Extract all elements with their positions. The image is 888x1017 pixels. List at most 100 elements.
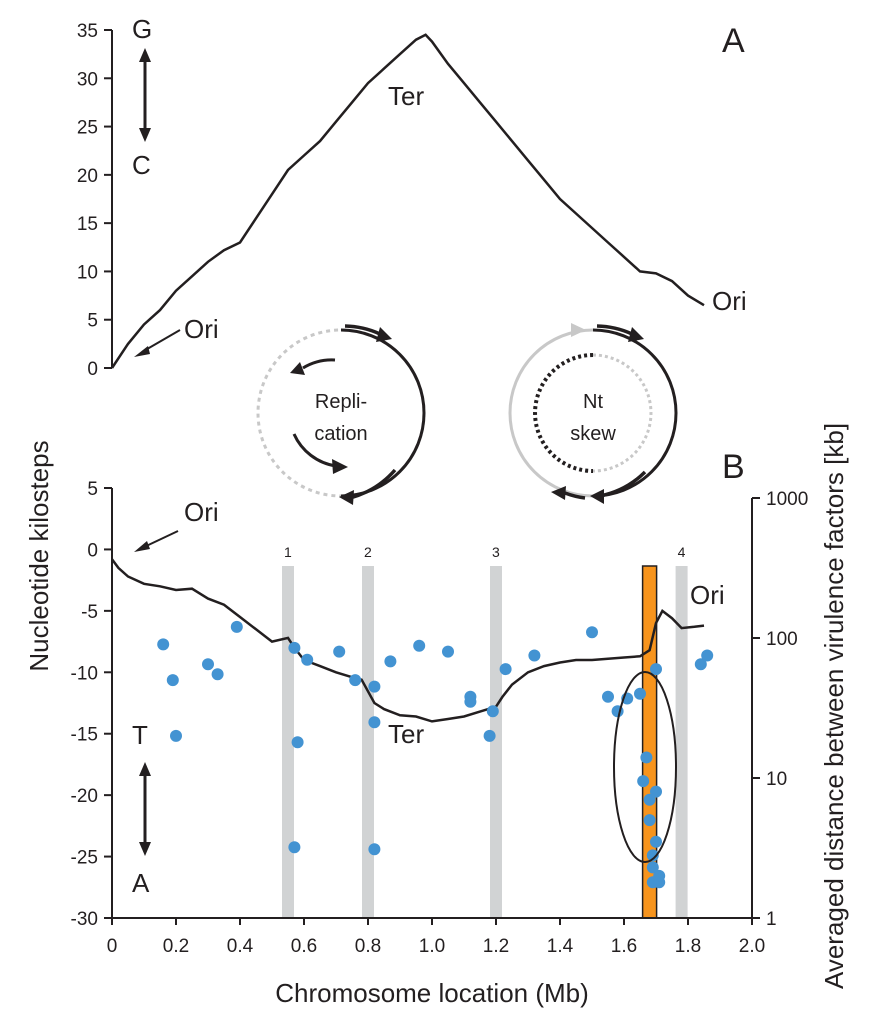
right-axis-title: Averaged distance between virulence fact… bbox=[819, 423, 849, 989]
panel-b-virulence-point bbox=[650, 663, 662, 676]
panel-b-y-tick-label: -5 bbox=[81, 602, 98, 623]
panel-a-y-tick-label: 25 bbox=[77, 118, 98, 139]
panel-b-ter: Ter bbox=[388, 719, 424, 749]
panel-a-label: A bbox=[722, 22, 745, 60]
panel-b-x-tick-label: 1.2 bbox=[483, 936, 509, 957]
panel-a-y-tick-label: 35 bbox=[77, 21, 98, 42]
replication-diagrams: Repli- cation Nt skew bbox=[256, 323, 678, 505]
panel-b-virulence-point bbox=[349, 674, 362, 687]
panel-b-virulence-point bbox=[643, 814, 656, 827]
panel-b-virulence-point bbox=[202, 658, 214, 671]
panel-a-y-ticks: 0 5 10 15 20 25 30 35 bbox=[77, 21, 112, 380]
panel-a-y-tick-label: 0 bbox=[87, 359, 98, 380]
panel-a-ori-left: Ori bbox=[184, 314, 219, 344]
panel-a-y-tick-label: 30 bbox=[77, 69, 98, 90]
panel-b-virulence-point bbox=[301, 653, 314, 666]
replication-label-line1: Repli- bbox=[315, 391, 367, 413]
panel-b-virulence-point bbox=[586, 626, 598, 639]
panel-b-at-skew-line bbox=[110, 558, 705, 723]
panel-b-virulence-point bbox=[643, 793, 656, 806]
replication-label-line2: cation bbox=[314, 423, 367, 445]
panel-a-direction-arrow bbox=[139, 48, 151, 142]
panel-b-band-label: 1 bbox=[284, 544, 292, 560]
panel-b-virulence-point bbox=[291, 736, 304, 749]
panel-b-y2-tick-label: 1 bbox=[766, 909, 777, 930]
panel-b-virulence-point bbox=[640, 751, 653, 764]
panel-a: 0 5 10 15 20 25 30 35 A G C Ori Ter Ori bbox=[77, 14, 747, 380]
panel-b-y-ticks: 5 0 -5 -10 -15 -20 -25 -30 bbox=[71, 479, 112, 930]
panel-b-virulence-point bbox=[288, 641, 301, 654]
panel-b-virulence-point bbox=[166, 674, 179, 687]
panel-b-virulence-point bbox=[646, 849, 659, 862]
panel-b-x-tick-label: 1.4 bbox=[547, 936, 574, 957]
panel-b-virulence-point bbox=[368, 716, 381, 729]
panel-b-y-tick-label: 5 bbox=[87, 479, 98, 500]
panel-b-y-tick-label: -25 bbox=[71, 848, 98, 869]
panel-b-y-tick-label: -15 bbox=[71, 725, 98, 746]
panel-b-ori-left-arrow bbox=[134, 530, 179, 552]
panel-b-virulence-point bbox=[528, 649, 541, 662]
panel-b-x-tick-label: 0 bbox=[107, 936, 118, 957]
panel-b-y-tick-label: -10 bbox=[71, 663, 98, 684]
panel-b-direction-top: T bbox=[132, 720, 148, 750]
panel-b-y-tick-label: -30 bbox=[71, 909, 98, 930]
panel-b-virulence-point bbox=[288, 841, 301, 854]
panel-b-virulence-point bbox=[486, 705, 499, 718]
panel-b-virulence-point bbox=[694, 658, 707, 671]
panel-b-virulence-point bbox=[483, 729, 496, 742]
panel-b-x-tick-label: 0.4 bbox=[227, 936, 254, 957]
panel-b-virulence-point bbox=[368, 843, 381, 856]
panel-b-virulence-point bbox=[634, 687, 646, 700]
panel-b-virulence-point bbox=[368, 680, 381, 693]
panel-b-virulence-point bbox=[384, 655, 397, 668]
panel-b-band bbox=[490, 566, 502, 918]
panel-b-band bbox=[282, 566, 294, 918]
panel-b-x-ticks: 0 0.2 0.4 0.6 0.8 1.0 1.2 1.4 1.6 1.8 2.0 bbox=[107, 918, 765, 957]
panel-a-ori-left-arrow bbox=[134, 329, 181, 357]
panel-b-cluster-ellipse bbox=[613, 671, 677, 863]
panel-b-band bbox=[675, 566, 688, 918]
panel-b-y2-tick-label: 1000 bbox=[766, 489, 808, 510]
panel-b: 1 2 3 4 5 0 -5 -10 -15 -20 -25 -30 1 10 100 1000 0 0.2… bbox=[71, 448, 809, 957]
panel-b-x-tick-label: 1.0 bbox=[419, 936, 445, 957]
panel-b-x-tick-label: 0.8 bbox=[355, 936, 381, 957]
panel-b-y2-tick-label: 10 bbox=[766, 769, 787, 790]
panel-b-virulence-point bbox=[333, 645, 346, 658]
panel-a-direction-top: G bbox=[132, 14, 152, 44]
panel-b-virulence-point bbox=[646, 861, 659, 874]
panel-a-direction-bottom: C bbox=[132, 150, 151, 180]
x-axis-title: Chromosome location (Mb) bbox=[275, 978, 589, 1008]
panel-b-direction-arrow bbox=[139, 762, 151, 856]
panel-b-x-tick-label: 1.8 bbox=[675, 936, 701, 957]
panel-b-virulence-point bbox=[499, 663, 512, 676]
panel-b-band-label: 3 bbox=[492, 544, 500, 560]
panel-b-virulence-point bbox=[442, 645, 454, 658]
panel-a-ori-right: Ori bbox=[712, 286, 747, 316]
panel-b-virulence-point bbox=[157, 638, 170, 651]
panel-b-y2-ticks: 1 10 100 1000 bbox=[752, 489, 808, 930]
panel-b-band bbox=[362, 566, 374, 918]
replication-diagram: Repli- cation bbox=[256, 324, 426, 505]
panel-b-virulence-point bbox=[413, 639, 426, 652]
panel-b-virulence-point bbox=[464, 695, 477, 708]
nt-skew-diagram: Nt skew bbox=[508, 323, 678, 504]
panel-a-y-tick-label: 5 bbox=[87, 311, 98, 332]
panel-a-y-tick-label: 20 bbox=[77, 166, 98, 187]
panel-b-virulence-points bbox=[157, 620, 714, 889]
panel-b-x-tick-label: 0.6 bbox=[291, 936, 317, 957]
panel-b-virulence-point bbox=[211, 668, 224, 681]
panel-b-y-tick-label: 0 bbox=[87, 540, 98, 561]
panel-b-ori-right: Ori bbox=[690, 580, 725, 610]
panel-b-band-label: 2 bbox=[364, 544, 372, 560]
panel-b-label: B bbox=[722, 448, 745, 486]
panel-b-virulence-point bbox=[701, 649, 714, 662]
panel-b-x-tick-label: 0.2 bbox=[163, 936, 189, 957]
panel-b-virulence-point bbox=[602, 690, 614, 703]
panel-b-virulence-point bbox=[653, 869, 666, 882]
panel-b-y2-tick-label: 100 bbox=[766, 629, 798, 650]
panel-b-x-tick-label: 2.0 bbox=[739, 936, 765, 957]
panel-b-virulence-point bbox=[230, 620, 243, 633]
panel-b-virulence-point bbox=[650, 785, 662, 798]
panel-a-y-tick-label: 15 bbox=[77, 214, 98, 235]
